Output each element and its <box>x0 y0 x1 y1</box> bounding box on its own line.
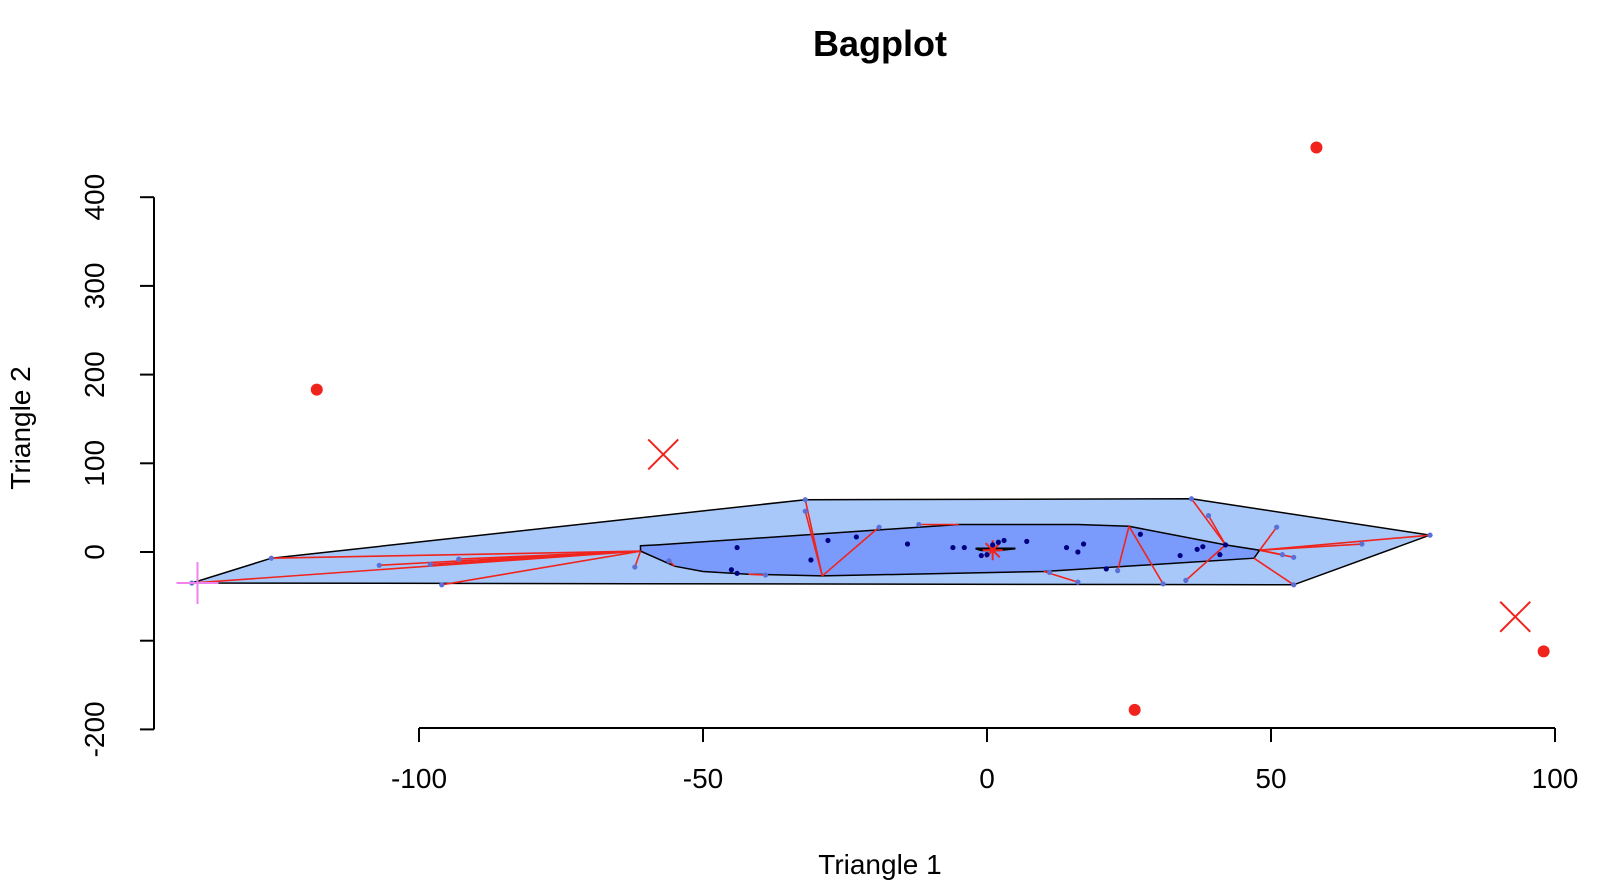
x-tick-label: 50 <box>1255 763 1286 794</box>
y-tick-label: 200 <box>79 351 110 398</box>
bag-point <box>978 552 984 559</box>
loop-point <box>762 572 769 578</box>
bag-point <box>1103 566 1109 572</box>
outlier-point <box>1310 141 1323 154</box>
spoke-line <box>458 550 641 560</box>
loop-point <box>427 561 433 568</box>
spoke-line <box>1128 525 1164 585</box>
loop-point <box>376 562 382 568</box>
outlier-point <box>1128 703 1141 716</box>
x-tick-label: -50 <box>683 763 723 794</box>
loop-point <box>1115 568 1121 574</box>
bag-point <box>990 542 996 548</box>
bag-point <box>1063 544 1070 551</box>
bag-point <box>1217 552 1223 558</box>
bag-point <box>1177 552 1183 559</box>
spoke-line <box>1259 534 1431 552</box>
loop-point <box>876 524 882 530</box>
y-tick-label: 300 <box>79 263 110 310</box>
bag-point <box>1080 541 1087 547</box>
bag-point <box>728 567 735 573</box>
y-tick-label: -200 <box>79 701 110 757</box>
y-tick-label: 400 <box>79 174 110 221</box>
bag-point <box>984 552 990 558</box>
loop-point <box>802 497 808 503</box>
y-axis-label: Triangle 2 <box>5 366 36 489</box>
bag-point <box>808 557 814 563</box>
y-tick-label: 0 <box>79 544 110 560</box>
x-tick-label: 100 <box>1532 763 1579 794</box>
loop-point <box>1160 581 1166 587</box>
bag-point <box>904 541 911 547</box>
x-marker <box>1499 601 1531 633</box>
loop-point <box>439 582 445 588</box>
markers <box>176 438 1531 633</box>
spoke-line <box>1185 544 1227 581</box>
loop-point <box>1427 532 1433 538</box>
spoke-line <box>271 550 641 560</box>
loop-point <box>802 508 808 514</box>
loop-point <box>632 564 638 570</box>
loop-point <box>1359 541 1365 547</box>
loop-point <box>268 555 274 561</box>
loop-point <box>456 556 462 562</box>
bag-point <box>961 544 967 551</box>
loop-point <box>1279 552 1285 558</box>
loop-point <box>1075 579 1081 585</box>
spoke-line <box>1207 515 1227 546</box>
spoke-line <box>821 526 880 577</box>
bag-point <box>734 544 740 551</box>
outlier-point <box>1537 645 1550 658</box>
bag-point <box>1001 537 1007 544</box>
bag-point <box>1200 544 1206 550</box>
data-points <box>189 141 1550 716</box>
loop-point <box>1046 569 1053 576</box>
spoke-line <box>441 550 641 586</box>
loop-point <box>1291 554 1297 560</box>
spoke-line <box>1253 557 1295 586</box>
bag-point <box>825 537 831 544</box>
bag-point <box>1075 549 1081 555</box>
bag-point <box>734 570 740 576</box>
outlier-point <box>310 383 323 396</box>
spoke-line <box>1190 498 1227 546</box>
bag-point <box>995 539 1001 545</box>
loop-point <box>1188 496 1195 502</box>
spoke-line <box>1258 526 1278 551</box>
spoke-line <box>1259 549 1294 559</box>
axes: -100 -50 0 50 100 -200 0 100 200 300 400 <box>79 174 1578 794</box>
spokes <box>191 498 1431 586</box>
spoke-line <box>1116 526 1130 571</box>
y-tick-label: 100 <box>79 440 110 487</box>
bag-point <box>950 544 956 551</box>
bag-point <box>1137 531 1143 537</box>
x-tick-label: -100 <box>391 763 447 794</box>
bag-point <box>1024 538 1030 544</box>
loop-point <box>1291 582 1297 588</box>
bag-point <box>1222 542 1229 548</box>
bag-point <box>1194 546 1200 552</box>
loop-point <box>1274 524 1280 530</box>
loop-point <box>1183 577 1189 583</box>
x-marker <box>647 438 679 471</box>
x-tick-label: 0 <box>979 763 995 794</box>
loop-point <box>916 521 922 528</box>
bag-point <box>853 534 859 540</box>
spoke-line <box>748 573 766 576</box>
spoke-line <box>804 510 824 577</box>
loop-point <box>1205 513 1212 519</box>
x-axis-label: Triangle 1 <box>818 849 941 880</box>
loop-point <box>666 558 672 564</box>
chart-title: Bagplot <box>813 23 947 64</box>
spoke-line <box>634 550 642 568</box>
